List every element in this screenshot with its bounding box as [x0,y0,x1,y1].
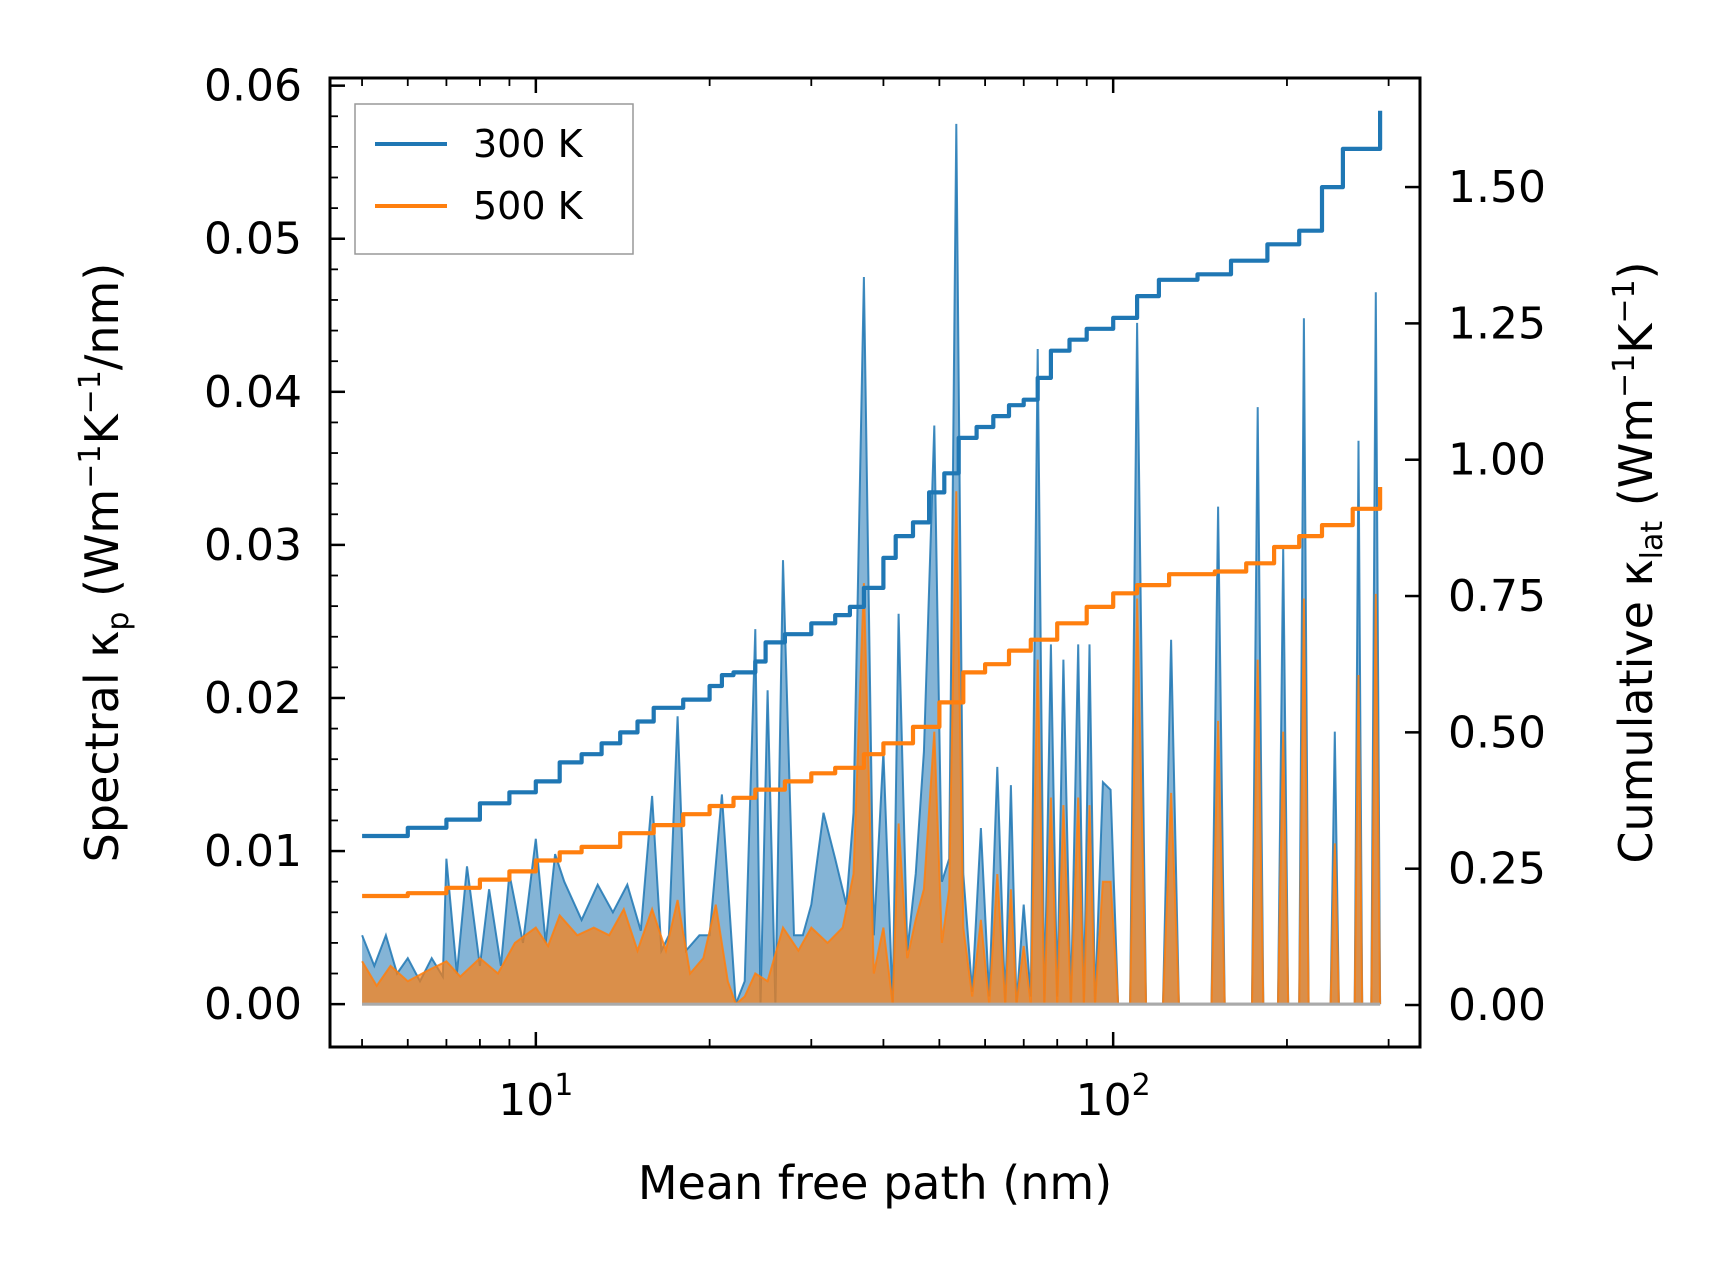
spectral-fills [361,123,1382,1006]
left-y-label-sup: −1 [73,370,108,414]
legend-label-500k: 500 K [473,184,584,228]
left-y-axis-title: Spectral κp (Wm−1K−1/nm) [73,263,136,863]
left-y-label-part: (Wm [75,489,129,612]
legend: 300 K 500 K [354,103,634,255]
right-y-tick-label: 1.25 [1448,298,1546,349]
right-y-tick-label: 1.50 [1448,162,1546,213]
x-tick-label: 102 [1076,1068,1151,1126]
right-y-label-sub: lat [1635,521,1670,560]
spectral-line-500k [361,491,1382,1006]
right-y-label-part: K [1609,322,1663,354]
left-y-tick-label: 0.03 [204,520,302,571]
left-y-tick-label: 0.06 [204,61,302,112]
right-y-label-sup: −1 [1607,354,1642,398]
left-y-label-sup: −1 [73,445,108,489]
left-y-tick-label: 0.05 [204,214,302,265]
left-y-tick-label: 0.02 [204,673,302,724]
right-y-label-part: ) [1609,261,1663,279]
right-y-tick-label: 0.50 [1448,707,1546,758]
x-tick-label: 101 [498,1068,573,1126]
right-y-label-sup: −1 [1607,279,1642,323]
left-y-label-part: Spectral κ [75,631,129,863]
legend-label-300k: 300 K [473,122,584,166]
left-y-label-sub: p [101,612,136,631]
legend-box [354,103,634,255]
left-y-tick-label: 0.04 [204,367,302,418]
right-y-label-part: Cumulative κ [1609,559,1663,863]
x-tick-base: 10 [1076,1075,1132,1126]
right-y-tick-label: 0.75 [1448,571,1546,622]
axis-tick-labels: 0.00 0.01 0.02 0.03 0.04 0.05 0.06 0.00 0.25 0.50… [204,61,1546,1126]
cumulative-line-500k [362,487,1383,899]
left-y-tick-label: 0.00 [204,979,302,1030]
left-y-tick-label: 0.01 [204,826,302,877]
axis-ticks [330,78,1420,1047]
right-y-label-part: (Wm [1609,398,1663,521]
x-tick-exponent: 1 [554,1068,573,1103]
x-tick-exponent: 2 [1132,1068,1151,1103]
plot-frame [328,76,1422,1049]
left-y-label-part: K [75,413,129,445]
right-y-tick-label: 0.00 [1448,980,1546,1031]
series-lines [362,110,1383,899]
right-y-tick-label: 0.25 [1448,844,1546,895]
right-y-axis-title: Cumulative κlat (Wm−1K−1) [1607,261,1670,863]
left-y-label-part: /nm) [75,263,129,370]
right-y-tick-label: 1.00 [1448,435,1546,486]
x-tick-base: 10 [498,1075,554,1126]
x-axis-title: Mean free path (nm) [638,1156,1112,1210]
cumulative-line-300k [362,110,1383,839]
